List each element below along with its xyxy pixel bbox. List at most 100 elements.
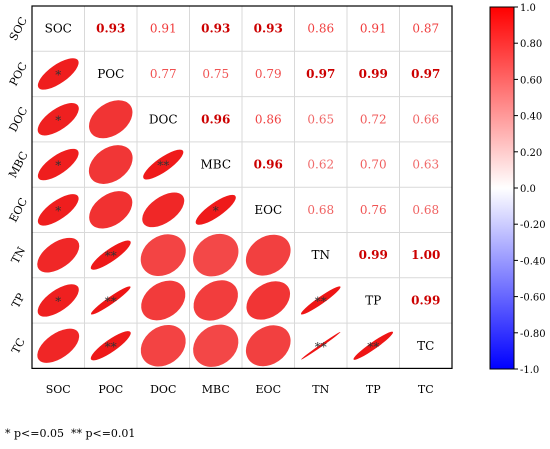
x-tick-label: TC [418, 383, 434, 396]
y-tick-label: POC [7, 60, 30, 88]
coefficient-label: 0.87 [412, 22, 439, 36]
colorbar-tick-label: -0.40 [520, 256, 546, 267]
correlation-ellipse [37, 194, 79, 226]
colorbar-tick-label: 0.20 [520, 148, 542, 159]
colorbar-tick-label: 0.60 [520, 75, 542, 86]
correlation-ellipse [140, 234, 186, 277]
colorbar-tick-label: 0.40 [520, 112, 542, 123]
significance-mark: ** [105, 294, 117, 308]
diagonal-label: EOC [254, 203, 282, 217]
correlation-ellipse [37, 58, 79, 90]
y-tick-label: SOC [7, 15, 30, 43]
correlation-ellipse [90, 286, 131, 315]
significance-mark: * [55, 159, 61, 173]
coefficient-label: 0.91 [150, 22, 177, 36]
coefficient-label: 0.68 [307, 203, 334, 217]
colorbar-tick-label: -1.0 [520, 365, 539, 376]
coefficient-label: 0.62 [307, 158, 334, 172]
correlation-ellipse [195, 194, 236, 225]
correlation-ellipse [193, 280, 238, 321]
coefficient-label: 0.79 [255, 67, 282, 81]
significance-mark: ** [315, 294, 327, 308]
correlation-ellipse [353, 331, 394, 360]
coefficient-label: 0.68 [412, 203, 439, 217]
coefficient-label: 0.75 [202, 67, 229, 81]
x-tick-label: TP [366, 383, 381, 396]
correlation-ellipse [246, 281, 291, 320]
coefficient-label: 0.72 [360, 112, 387, 126]
diagonal-label: TC [417, 339, 434, 353]
correlation-ellipse [90, 240, 131, 270]
significance-mark: ** [315, 340, 327, 354]
y-tick-label: TC [9, 336, 28, 356]
coefficient-label: 0.86 [255, 112, 282, 126]
colorbar-tick-label: 0.0 [520, 184, 536, 195]
correlation-ellipse [193, 324, 239, 367]
diagonal-label: SOC [45, 22, 72, 36]
coefficient-label: 0.96 [254, 158, 283, 172]
correlation-ellipse [37, 284, 79, 317]
coefficient-label: 0.76 [360, 203, 387, 217]
coefficient-label: 0.65 [307, 112, 334, 126]
coefficient-label: 0.77 [150, 67, 177, 81]
significance-mark: ** [157, 159, 169, 173]
y-tick-label: MBC [6, 149, 31, 180]
correlation-ellipse [245, 325, 291, 367]
x-tick-label: MBC [202, 383, 230, 396]
correlation-ellipse [143, 149, 184, 180]
coefficient-label: 0.93 [201, 22, 230, 36]
coefficient-label: 0.86 [307, 22, 334, 36]
colorbar-tick-label: 0.80 [520, 39, 542, 50]
significance-mark: * [55, 68, 61, 82]
coefficient-label: 0.93 [254, 22, 283, 36]
significance-mark: ** [105, 340, 117, 354]
correlation-ellipse [89, 100, 133, 139]
significance-legend: * p<=0.05 ** p<=0.01 [5, 427, 136, 440]
x-tick-label: TN [312, 383, 329, 396]
colorbar-tick-label: 1.0 [520, 3, 536, 14]
plot-border [31, 5, 453, 369]
diagonal-label: MBC [200, 158, 231, 172]
y-tick-label: EOC [7, 196, 30, 225]
correlation-ellipse [300, 286, 341, 315]
correlation-ellipse [89, 191, 133, 229]
significance-mark: * [213, 204, 219, 218]
correlation-ellipse [37, 237, 80, 273]
coefficient-label: 1.00 [411, 248, 440, 262]
correlation-ellipse [37, 148, 79, 181]
significance-mark: * [55, 294, 61, 308]
coefficient-label: 0.70 [360, 158, 387, 172]
coefficient-label: 0.97 [306, 67, 335, 81]
correlation-ellipse [245, 234, 291, 276]
y-tick-label: TP [9, 291, 28, 311]
x-tick-label: DOC [150, 383, 176, 396]
x-tick-label: POC [98, 383, 123, 396]
coefficient-label: 0.99 [359, 67, 388, 81]
coefficient-label: 0.66 [412, 112, 439, 126]
diagonal-label: POC [97, 67, 124, 81]
coefficient-label: 0.91 [360, 22, 387, 36]
significance-mark: * [55, 113, 61, 127]
correlation-ellipse [141, 280, 186, 321]
colorbar: 1.0 0.80 0.60 0.40 0.20 0.0 -0.20 -0.40 -0.60 -0.… [489, 3, 546, 376]
significance-mark: ** [367, 340, 379, 354]
cells-layer [37, 58, 394, 367]
colorbar-tick-label: -0.60 [520, 293, 546, 304]
colorbar-tick-label: -0.20 [520, 220, 546, 231]
coefficient-label: 0.96 [201, 112, 230, 126]
correlation-ellipse [37, 103, 79, 136]
x-tick-label: EOC [256, 383, 281, 396]
significance-mark: * [55, 204, 61, 218]
correlation-ellipse [301, 331, 341, 360]
colorbar-gradient [489, 6, 515, 370]
correlation-ellipse [90, 331, 131, 361]
diagonal-label: DOC [149, 112, 178, 126]
correlation-ellipse [193, 233, 239, 277]
x-tick-label: SOC [46, 383, 71, 396]
y-tick-label: TN [9, 245, 29, 266]
coefficient-label: 0.99 [359, 248, 388, 262]
colorbar-tick-label: -0.80 [520, 329, 546, 340]
diagonal-label: TN [311, 248, 330, 262]
correlation-ellipse [37, 328, 80, 363]
